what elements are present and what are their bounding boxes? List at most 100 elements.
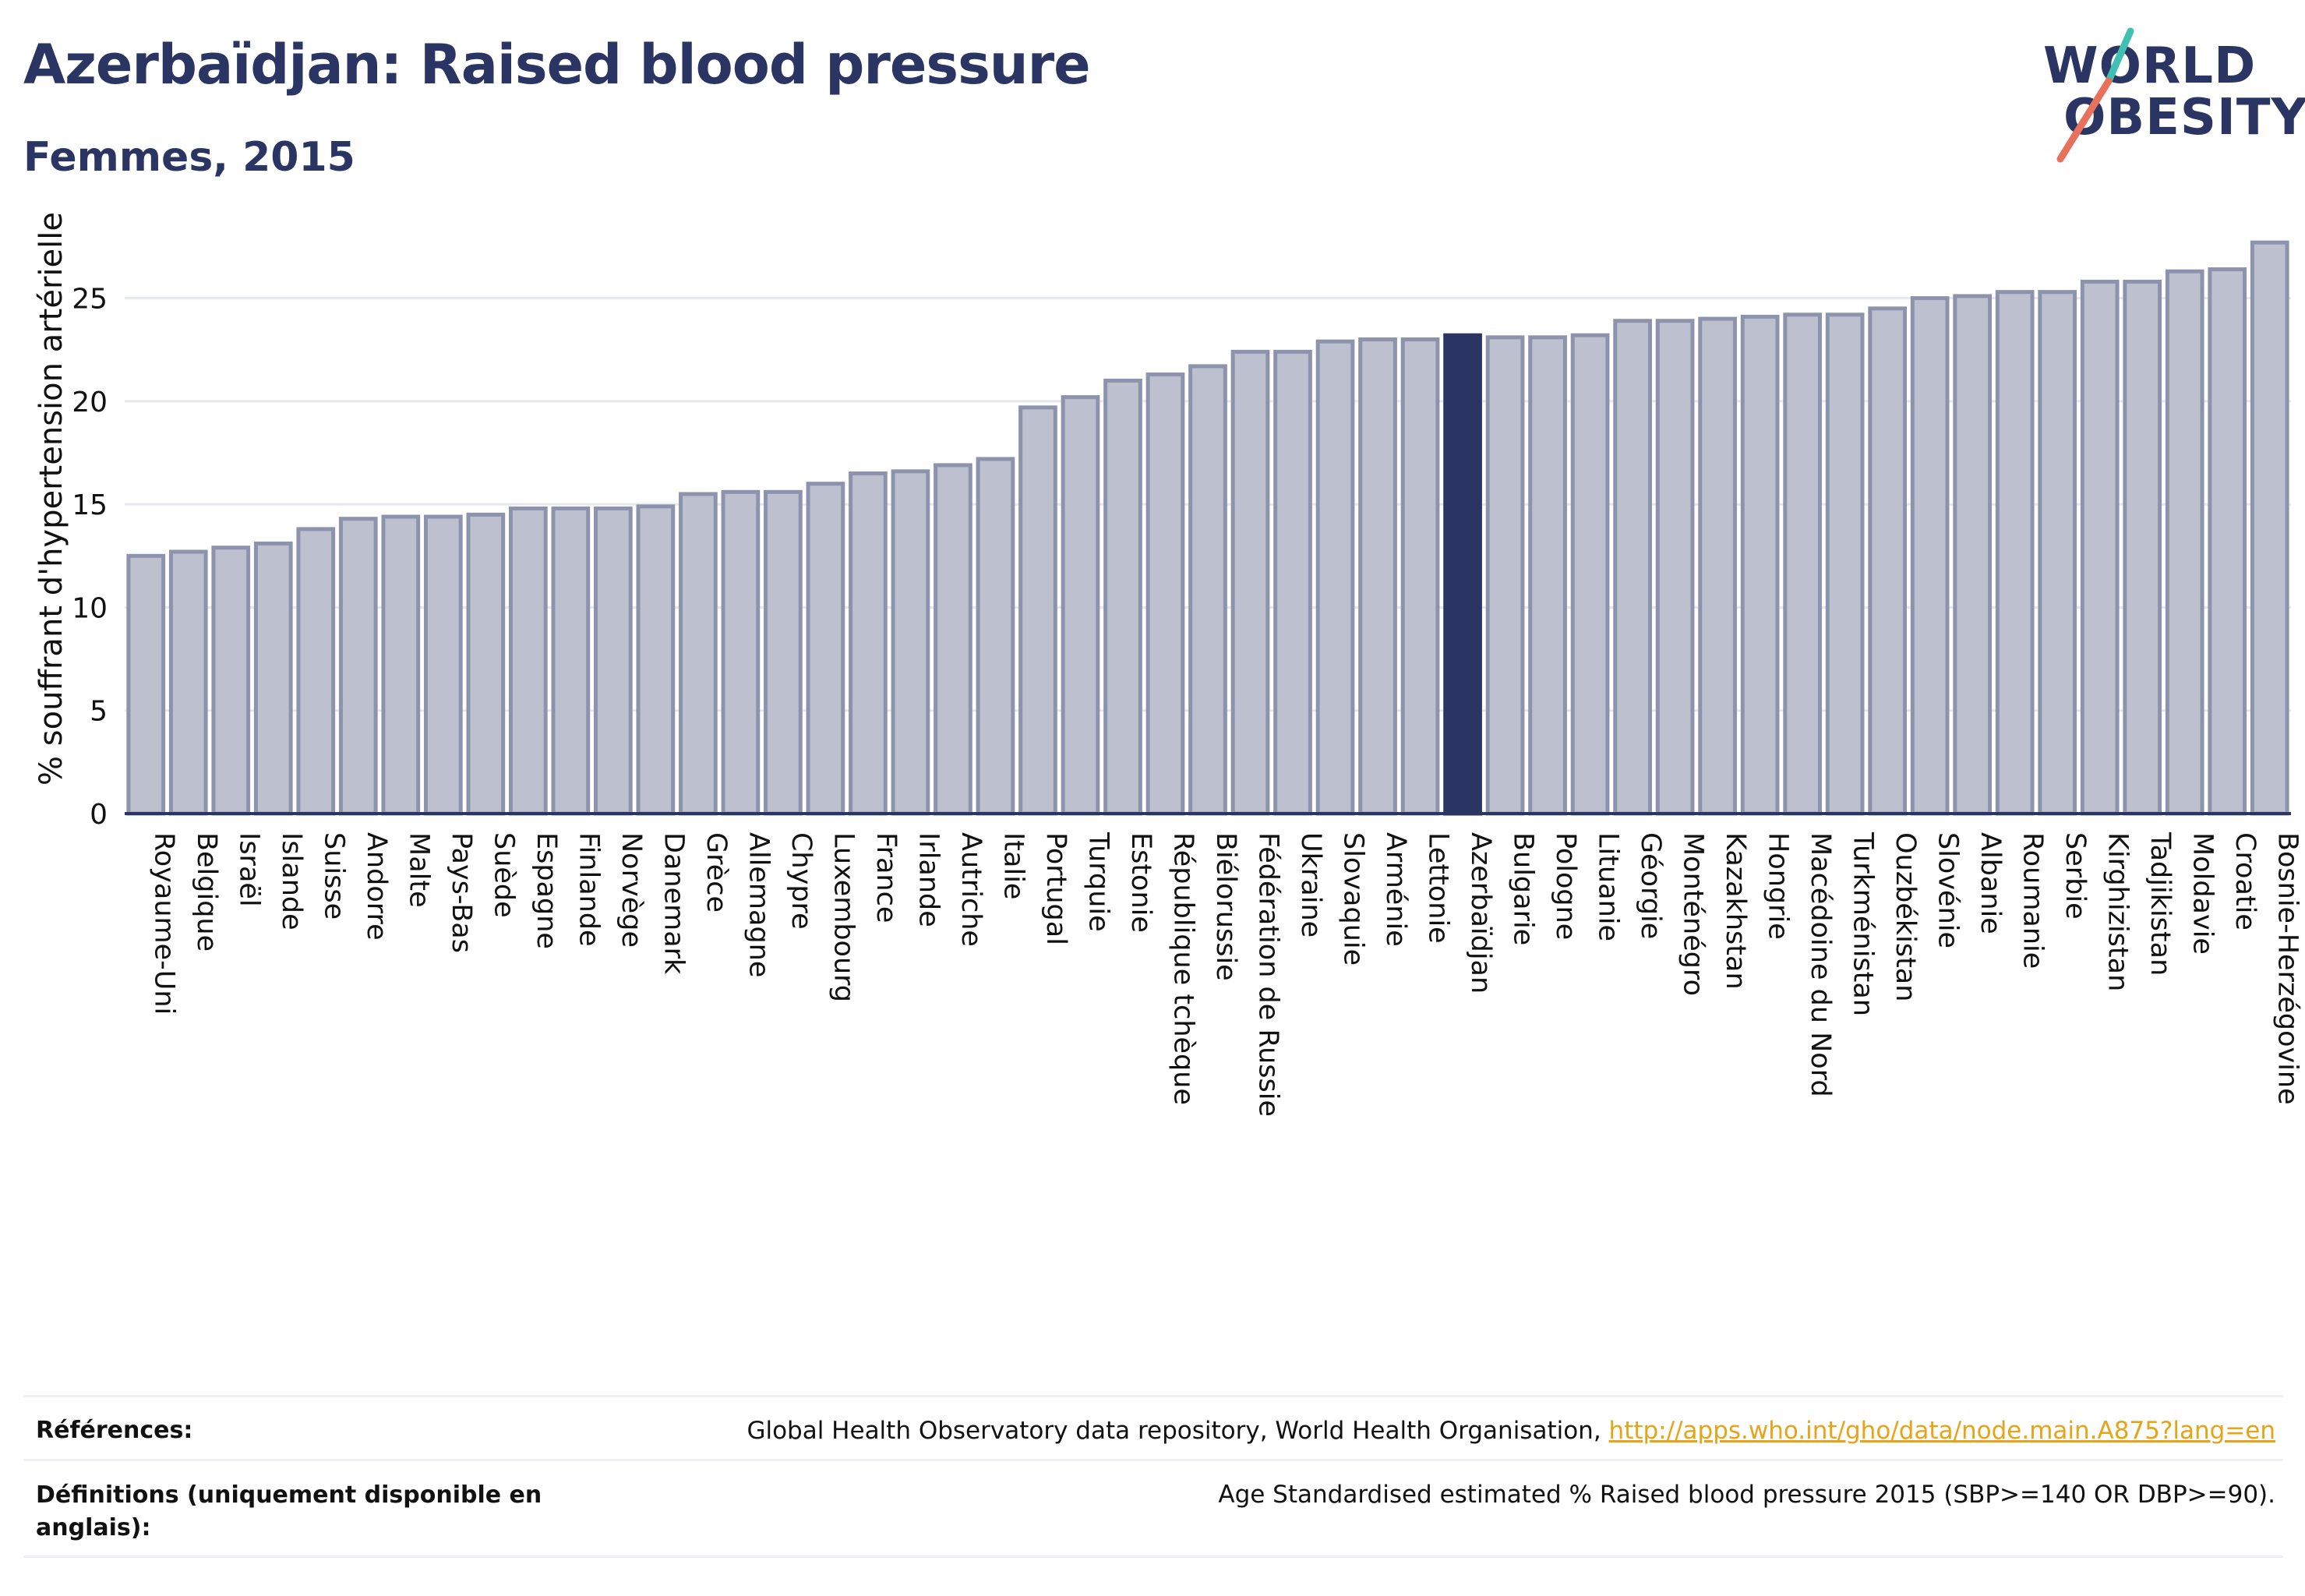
x-tick-label: Israël bbox=[233, 832, 264, 907]
x-tick-label: Danemark bbox=[658, 832, 689, 975]
x-tick-label: Tadjikistan bbox=[2144, 832, 2176, 976]
bar bbox=[168, 549, 208, 816]
references-link[interactable]: http://apps.who.int/gho/data/node.main.A… bbox=[1608, 1417, 2275, 1445]
x-tick-label: Kazakhstan bbox=[1720, 832, 1751, 990]
y-tick-label: 5 bbox=[90, 696, 108, 728]
x-tick-label: Royaume-Uni bbox=[148, 832, 179, 1015]
x-tick-label: Norvège bbox=[616, 832, 647, 948]
bar bbox=[721, 489, 761, 816]
bar bbox=[338, 517, 378, 816]
y-axis-label: % souffrant d'hypertension artérielle bbox=[34, 212, 69, 786]
bar bbox=[1910, 296, 1950, 816]
x-tick-label: Suède bbox=[488, 832, 519, 918]
bar bbox=[594, 506, 633, 816]
bar bbox=[2165, 269, 2204, 816]
bar bbox=[849, 471, 888, 816]
y-tick-label: 10 bbox=[72, 592, 108, 624]
bar bbox=[1528, 335, 1567, 816]
bar bbox=[1655, 319, 1695, 816]
x-tick-label: Grèce bbox=[701, 832, 732, 913]
logo-text-world: WORLD bbox=[2043, 37, 2257, 95]
footer-divider bbox=[23, 1555, 2283, 1558]
bar bbox=[636, 504, 676, 816]
references-source: Global Health Observatory data repositor… bbox=[747, 1417, 1609, 1445]
bar bbox=[1230, 349, 1270, 816]
bar bbox=[126, 553, 166, 816]
bar bbox=[1061, 395, 1100, 816]
x-tick-label: Italie bbox=[997, 832, 1029, 899]
x-tick-label: Chypre bbox=[785, 832, 817, 930]
y-tick-label: 25 bbox=[72, 284, 108, 316]
y-tick-label: 0 bbox=[90, 799, 108, 831]
x-tick-label: Slovaquie bbox=[1338, 832, 1369, 966]
x-tick-label: Suisse bbox=[318, 832, 349, 920]
x-tick-label: Bosnie-Herzégovine bbox=[2272, 832, 2303, 1105]
bar bbox=[296, 527, 336, 816]
x-tick-label: Ukraine bbox=[1295, 832, 1326, 937]
bar bbox=[2038, 290, 2077, 816]
x-tick-label: Azerbaïdjan bbox=[1465, 832, 1496, 994]
x-tick-label: Irlande bbox=[912, 832, 944, 927]
bar bbox=[508, 506, 548, 816]
bar bbox=[891, 469, 930, 816]
bar bbox=[466, 512, 506, 816]
x-tick-label: Espagne bbox=[531, 832, 562, 949]
x-tick-label: Fédération de Russie bbox=[1253, 832, 1284, 1117]
x-tick-label: Bulgarie bbox=[1508, 832, 1539, 945]
x-tick-label: Lettonie bbox=[1423, 832, 1454, 944]
y-tick-label: 20 bbox=[72, 387, 108, 418]
bar bbox=[1485, 335, 1525, 816]
x-tick-label: Malte bbox=[403, 832, 434, 908]
bar bbox=[1103, 378, 1142, 816]
bar bbox=[381, 514, 421, 816]
x-tick-label: France bbox=[870, 832, 902, 923]
bar bbox=[806, 482, 845, 816]
definitions-label: Définitions (uniquement disponible en an… bbox=[36, 1481, 542, 1541]
bar bbox=[1698, 316, 1737, 816]
x-tick-label: Andorre bbox=[361, 832, 392, 941]
bar bbox=[1740, 314, 1780, 816]
bar bbox=[2123, 279, 2162, 816]
x-tick-label: Autriche bbox=[955, 832, 987, 947]
x-tick-label: Géorgie bbox=[1635, 832, 1666, 939]
footer-divider bbox=[23, 1459, 2283, 1461]
footer-divider bbox=[23, 1395, 2283, 1397]
page-title: Azerbaïdjan: Raised blood pressure bbox=[23, 33, 1091, 97]
bar bbox=[1018, 405, 1057, 816]
logo-text-obesity: OBESITY bbox=[2063, 89, 2305, 147]
bar bbox=[1953, 294, 1993, 816]
bar bbox=[2250, 240, 2289, 816]
x-tick-label: Croatie bbox=[2229, 832, 2261, 930]
x-tick-label: Luxembourg bbox=[828, 832, 859, 1002]
x-tick-label: Albanie bbox=[1975, 832, 2006, 934]
x-tick-label: Hongrie bbox=[1763, 832, 1794, 940]
x-tick-label: Estonie bbox=[1125, 832, 1156, 933]
x-tick-label: Kirghizistan bbox=[2102, 832, 2134, 991]
bar-chart: 0 5 10 15 20 25 Royaume-Uni Belgique Israël Islan… bbox=[72, 240, 2303, 1117]
x-tick-label: Portugal bbox=[1040, 832, 1071, 945]
x-tick-label: République tchèque bbox=[1167, 832, 1198, 1105]
x-tick-label: Lituanie bbox=[1593, 832, 1624, 941]
x-tick-label: Biélorussie bbox=[1210, 832, 1241, 981]
bar bbox=[1825, 312, 1865, 816]
bar bbox=[1570, 333, 1610, 816]
bar bbox=[976, 457, 1015, 816]
references-text: Global Health Observatory data repositor… bbox=[747, 1417, 2275, 1445]
bar bbox=[1315, 339, 1355, 816]
world-obesity-logo: WORLD OBESITY bbox=[2034, 26, 2305, 167]
bar bbox=[679, 492, 718, 816]
x-tick-label: Turkménistan bbox=[1848, 832, 1879, 1016]
bar bbox=[1613, 319, 1652, 816]
x-tick-label: Belgique bbox=[191, 832, 222, 952]
x-tick-label: Pays-Bas bbox=[446, 832, 477, 953]
bar bbox=[934, 463, 972, 816]
bar bbox=[1868, 306, 1908, 816]
x-tick-label: Islande bbox=[276, 832, 307, 930]
bar bbox=[253, 541, 293, 816]
bar bbox=[1145, 372, 1185, 816]
y-tick-label: 15 bbox=[72, 489, 108, 521]
bar bbox=[764, 489, 803, 816]
bar bbox=[1783, 312, 1822, 816]
logo-slash-icon bbox=[2056, 27, 2134, 163]
x-tick-label: Slovénie bbox=[1933, 832, 1964, 948]
